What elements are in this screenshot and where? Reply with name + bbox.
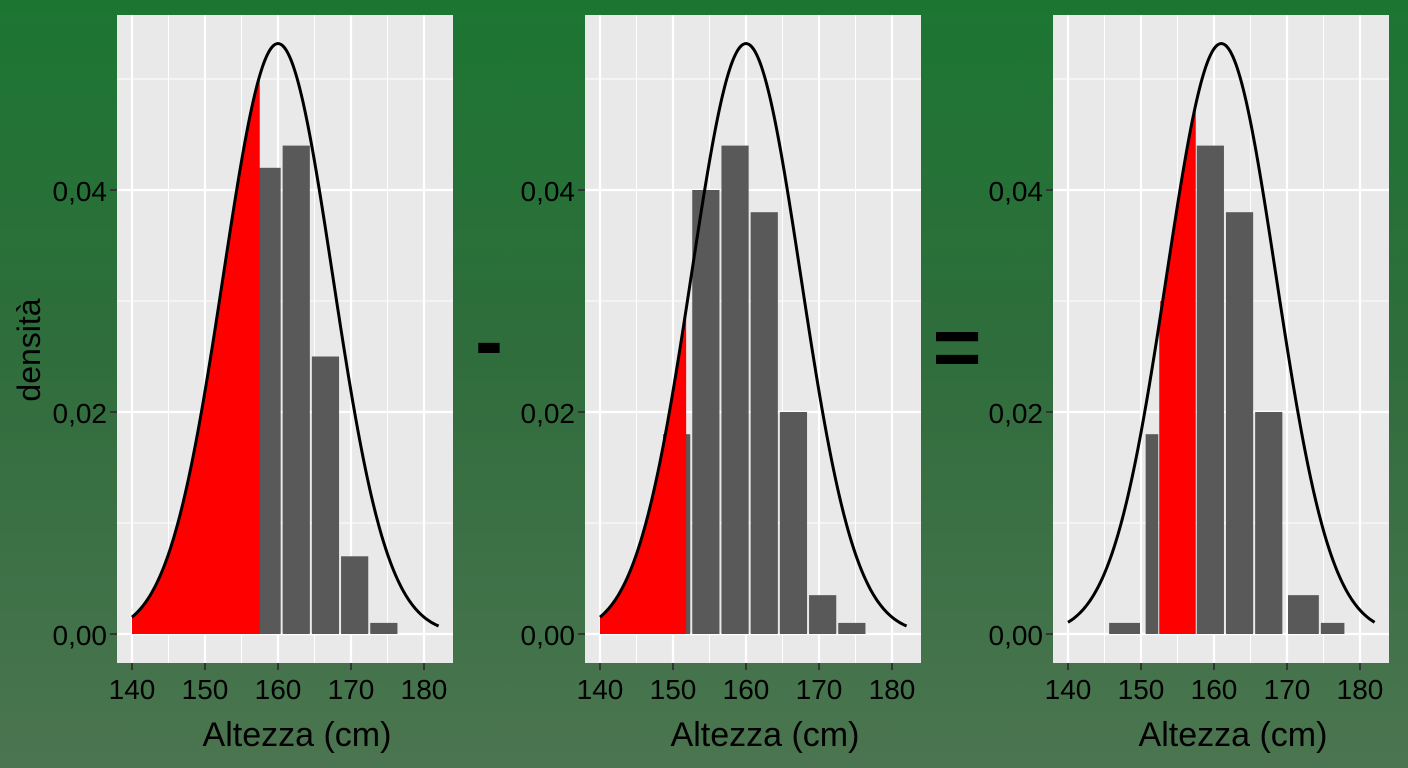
y-tick-label: 0,04	[521, 176, 576, 207]
x-tick-label: 150	[650, 674, 697, 705]
histogram-bar	[1320, 622, 1345, 634]
y-tick-label: 0,00	[989, 620, 1044, 651]
x-tick-label: 140	[577, 674, 624, 705]
histogram-bar	[1196, 145, 1224, 634]
x-tick-label: 170	[1264, 674, 1311, 705]
histogram-bar	[692, 190, 720, 634]
x-tick-label: 160	[723, 674, 770, 705]
y-axis-label: densità	[11, 298, 47, 401]
plot-area	[131, 42, 440, 635]
y-tick-label: 0,00	[53, 620, 108, 651]
histogram-bar	[370, 622, 398, 634]
minus-operator: -	[475, 294, 503, 388]
histogram-bar	[1255, 412, 1283, 634]
x-tick-label: 140	[1045, 674, 1092, 705]
y-tick-label: 0,02	[521, 398, 576, 429]
y-tick-label: 0,02	[989, 398, 1044, 429]
plot-area	[599, 42, 908, 634]
x-tick-label: 180	[1337, 674, 1384, 705]
plot-area	[1067, 42, 1376, 635]
equals-operator: =	[932, 300, 981, 394]
y-tick-label: 0,00	[521, 620, 576, 651]
x-tick-label: 180	[401, 674, 448, 705]
histogram-bar	[779, 412, 808, 634]
normal-curve	[599, 42, 908, 628]
y-tick-label: 0,04	[989, 176, 1044, 207]
chart-panel-3: 0,00 0,02 0,04 140 150 160 170 180 Altezza (cm)	[989, 15, 1389, 754]
histogram-bar	[1225, 212, 1254, 634]
x-tick-label: 160	[1191, 674, 1238, 705]
x-tick-label: 170	[328, 674, 375, 705]
histogram-bar	[809, 595, 837, 634]
x-tick-label: 160	[255, 674, 302, 705]
histogram-bar	[1109, 622, 1140, 634]
histogram-bar	[1288, 595, 1319, 634]
y-tick-label: 0,02	[53, 398, 108, 429]
histogram-bar	[282, 145, 310, 634]
shaded-area	[1159, 104, 1196, 635]
x-tick-label: 170	[796, 674, 843, 705]
x-axis-label: Altezza (cm)	[671, 716, 860, 754]
histogram-bar	[341, 556, 369, 634]
histogram-bar	[838, 622, 866, 634]
x-tick-label: 150	[1118, 674, 1165, 705]
chart-panel-2: 0,00 0,02 0,04 140 150 160 170 180 Altezza (cm)	[521, 15, 921, 754]
x-axis-label: Altezza (cm)	[1139, 716, 1328, 754]
shaded-area	[132, 75, 260, 635]
shaded-area	[600, 309, 687, 634]
x-axis-label: Altezza (cm)	[203, 716, 392, 754]
histogram-bar	[311, 356, 340, 634]
normal-curve	[1067, 42, 1376, 624]
x-tick-label: 180	[869, 674, 916, 705]
histogram-bar	[1145, 434, 1159, 634]
normal-curve	[131, 42, 440, 628]
x-tick-label: 140	[109, 674, 156, 705]
x-tick-label: 150	[182, 674, 229, 705]
histogram-bar	[750, 212, 778, 634]
chart-panel-1: 0,00 0,02 0,04 140 150 160 170 180 Altezza (cm)	[53, 15, 453, 754]
y-tick-label: 0,04	[53, 176, 108, 207]
histogram-bar	[721, 145, 749, 634]
